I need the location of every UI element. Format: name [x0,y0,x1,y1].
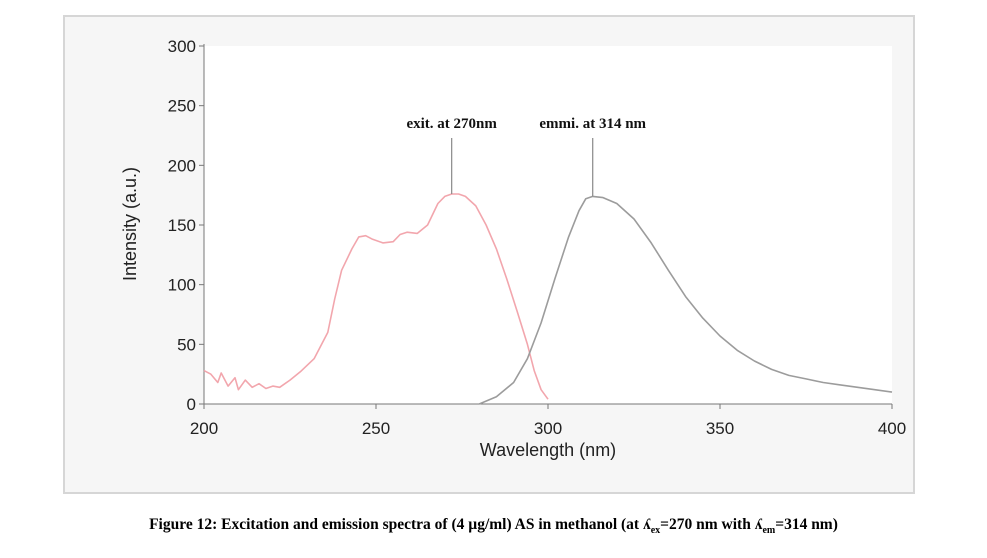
caption-subscript-em: em [762,525,776,537]
y-axis-title: Intensity (a.u.) [120,167,140,281]
emission-spectrum-line [478,195,893,405]
y-tick-label: 250 [168,97,196,116]
x-tick-label: 250 [362,419,390,438]
x-tick-label: 400 [878,419,906,438]
x-tick-label: 200 [190,419,218,438]
x-axis-title: Wavelength (nm) [480,440,616,460]
plot-background [204,46,892,404]
y-tick-label: 0 [187,395,196,414]
y-tick-label: 100 [168,276,196,295]
x-tick-label: 300 [534,419,562,438]
caption-middle: =270 nm with ʎ [660,516,763,533]
series-layer [203,193,893,405]
excitation-peak-label: exit. at 270nm [406,116,497,132]
y-tick-label: 50 [177,335,196,354]
caption-suffix: =314 nm) [775,516,838,533]
annotation-layer: exit. at 270nm emmi. at 314 nm [406,116,647,197]
y-ticks: 0 50 100 150 200 250 300 [168,37,204,414]
caption-prefix: Figure 12: Excitation and emission spect… [149,516,651,533]
y-tick-label: 300 [168,37,196,56]
x-ticks: 200 250 300 350 400 [190,404,906,438]
emission-peak-label: emmi. at 314 nm [539,116,646,132]
y-tick-label: 150 [168,216,196,235]
y-tick-label: 200 [168,156,196,175]
x-tick-label: 350 [706,419,734,438]
excitation-spectrum-line [203,193,549,400]
caption-subscript-ex: ex [650,525,661,537]
figure-caption: Figure 12: Excitation and emission spect… [0,516,987,536]
